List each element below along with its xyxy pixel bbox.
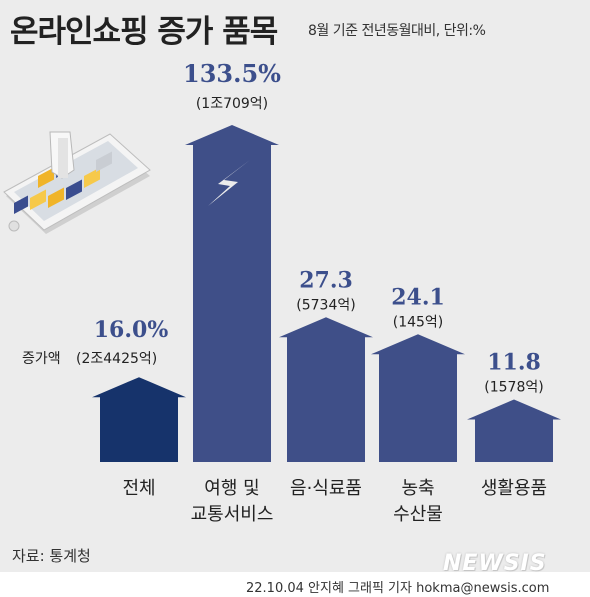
category-label-2-0: 음·식료품: [290, 478, 362, 499]
data-label-3: 24.1: [391, 284, 445, 310]
page-subtitle: 8월 기준 전년동월대비, 단위:%: [308, 23, 486, 39]
category-label-0-0: 전체: [122, 478, 155, 499]
amount-label-1: (1조709억): [196, 96, 268, 112]
newsis-watermark: NEWSIS: [443, 551, 547, 576]
data-label-2: 27.3: [299, 267, 353, 293]
smartphone-shopping-icon: [3, 131, 151, 234]
source-note: 자료: 통계청: [12, 547, 91, 565]
axis-break-mark: [208, 160, 250, 206]
amount-label-0: (2조4425억): [76, 351, 157, 367]
category-label-1-1: 교통서비스: [191, 504, 274, 525]
bar-0: [92, 377, 186, 462]
category-label-1-0: 여행 및: [204, 478, 259, 499]
category-label-3-1: 수산물: [393, 504, 443, 525]
category-label-3-0: 농축: [401, 478, 434, 499]
bar-4: [467, 399, 561, 462]
data-label-4: 11.8: [487, 349, 541, 375]
credit-line: 22.10.04 안지혜 그래픽 기자 hokma@newsis.com: [246, 581, 550, 596]
amount-label-4: (1578억): [484, 379, 543, 395]
bar-1: [185, 125, 279, 462]
increase-amount-label: 증가액: [22, 351, 61, 367]
data-label-0: 16.0%: [94, 317, 169, 343]
footer-strip: [0, 572, 590, 597]
data-label-1: 133.5%: [183, 59, 281, 88]
page-title: 온라인쇼핑 증가 품목: [10, 14, 278, 50]
bar-3: [371, 334, 465, 462]
amount-label-3: (145억): [393, 314, 444, 330]
amount-label-2: (5734억): [296, 297, 355, 313]
category-label-4-0: 생활용품: [481, 478, 547, 499]
bar-2: [279, 317, 373, 462]
